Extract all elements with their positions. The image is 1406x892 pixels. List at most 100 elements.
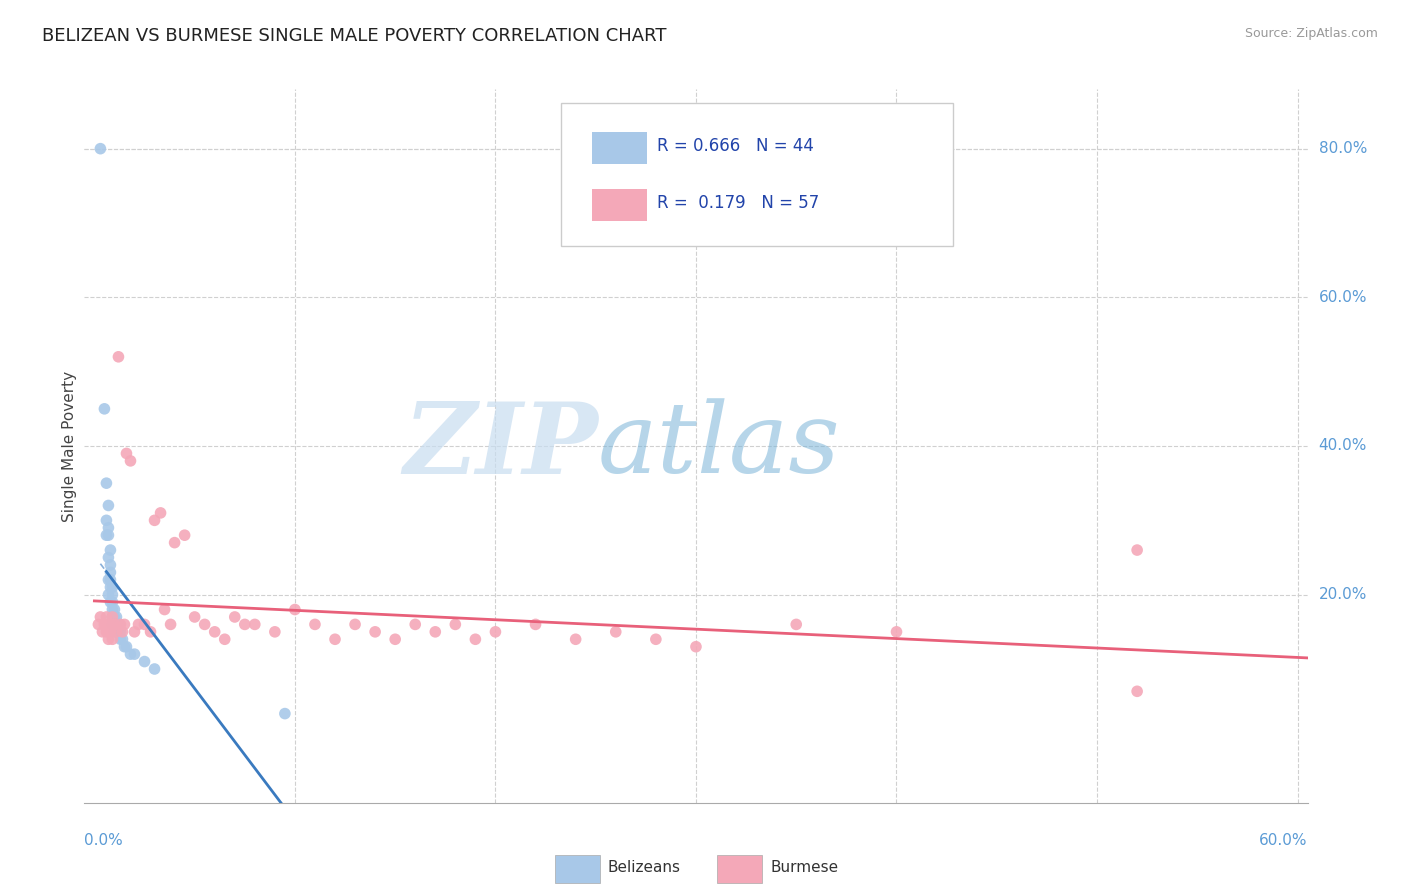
- Text: 0.0%: 0.0%: [84, 833, 124, 848]
- Point: [115, 640, 138, 654]
- Point: [128, 617, 150, 632]
- Point: [101, 602, 124, 616]
- Point: [243, 617, 266, 632]
- Point: [97, 550, 120, 565]
- Point: [100, 573, 122, 587]
- Text: 80.0%: 80.0%: [1319, 141, 1367, 156]
- Text: atlas: atlas: [598, 399, 841, 493]
- Text: ZIP: ZIP: [404, 398, 598, 494]
- Point: [115, 446, 138, 460]
- Point: [101, 632, 124, 647]
- Point: [183, 610, 205, 624]
- Point: [524, 617, 547, 632]
- Text: BELIZEAN VS BURMESE SINGLE MALE POVERTY CORRELATION CHART: BELIZEAN VS BURMESE SINGLE MALE POVERTY …: [42, 27, 666, 45]
- Point: [163, 535, 186, 549]
- Point: [344, 617, 367, 632]
- Point: [103, 617, 125, 632]
- Point: [143, 662, 166, 676]
- Point: [87, 617, 110, 632]
- Text: 60.0%: 60.0%: [1319, 290, 1367, 305]
- Point: [134, 617, 156, 632]
- Point: [120, 647, 142, 661]
- Point: [110, 617, 132, 632]
- Point: [89, 142, 111, 156]
- Point: [103, 602, 125, 616]
- Point: [143, 513, 166, 527]
- Point: [1126, 684, 1149, 698]
- Point: [124, 624, 146, 639]
- Text: R =  0.179   N = 57: R = 0.179 N = 57: [657, 194, 820, 212]
- Point: [103, 624, 125, 639]
- Point: [96, 528, 118, 542]
- Point: [484, 624, 506, 639]
- Point: [323, 632, 346, 647]
- Point: [107, 617, 129, 632]
- Point: [101, 595, 124, 609]
- Point: [194, 617, 217, 632]
- Point: [605, 624, 627, 639]
- Text: R = 0.666   N = 44: R = 0.666 N = 44: [657, 137, 814, 155]
- Point: [100, 617, 122, 632]
- Text: Burmese: Burmese: [770, 861, 838, 875]
- Text: 60.0%: 60.0%: [1260, 833, 1308, 848]
- Point: [105, 610, 128, 624]
- Point: [101, 617, 124, 632]
- Point: [384, 632, 406, 647]
- Point: [96, 476, 118, 491]
- Point: [134, 655, 156, 669]
- Point: [173, 528, 195, 542]
- Point: [284, 602, 307, 616]
- Point: [304, 617, 326, 632]
- Point: [685, 640, 707, 654]
- Point: [100, 624, 122, 639]
- Point: [364, 624, 387, 639]
- Text: 20.0%: 20.0%: [1319, 587, 1367, 602]
- Point: [103, 610, 125, 624]
- Point: [100, 595, 122, 609]
- Point: [263, 624, 285, 639]
- Point: [464, 632, 486, 647]
- Point: [110, 624, 132, 639]
- Point: [97, 632, 120, 647]
- Point: [91, 624, 114, 639]
- Point: [101, 588, 124, 602]
- Point: [224, 610, 246, 624]
- Point: [114, 640, 136, 654]
- Point: [101, 610, 124, 624]
- Text: 40.0%: 40.0%: [1319, 439, 1367, 453]
- Point: [1126, 543, 1149, 558]
- Point: [274, 706, 297, 721]
- Point: [785, 617, 807, 632]
- Point: [105, 624, 128, 639]
- Point: [101, 580, 124, 594]
- Point: [100, 566, 122, 580]
- Point: [886, 624, 908, 639]
- Point: [114, 617, 136, 632]
- Point: [97, 528, 120, 542]
- Point: [96, 610, 118, 624]
- Point: [107, 350, 129, 364]
- Text: Belizeans: Belizeans: [607, 861, 681, 875]
- Point: [97, 588, 120, 602]
- Point: [105, 624, 128, 639]
- Y-axis label: Single Male Poverty: Single Male Poverty: [62, 370, 77, 522]
- Bar: [592, 189, 647, 221]
- Point: [139, 624, 162, 639]
- Point: [444, 617, 467, 632]
- Point: [100, 558, 122, 572]
- Point: [97, 499, 120, 513]
- Point: [107, 624, 129, 639]
- Point: [103, 617, 125, 632]
- Point: [105, 617, 128, 632]
- Point: [111, 624, 134, 639]
- Point: [97, 521, 120, 535]
- Point: [101, 617, 124, 632]
- Point: [233, 617, 256, 632]
- Point: [97, 573, 120, 587]
- Point: [124, 647, 146, 661]
- Point: [425, 624, 447, 639]
- Point: [96, 513, 118, 527]
- Point: [404, 617, 426, 632]
- Point: [159, 617, 181, 632]
- Point: [120, 454, 142, 468]
